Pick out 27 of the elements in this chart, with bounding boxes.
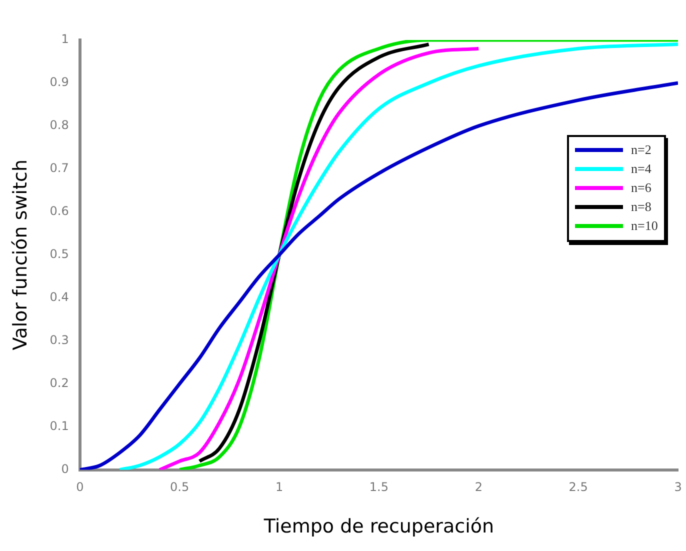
line-series — [198, 42, 431, 463]
x-tick-label: 1 — [275, 480, 284, 494]
x-tick-label: 0 — [76, 480, 84, 494]
y-tick-label: 0 — [61, 462, 69, 476]
line-series — [158, 46, 480, 470]
y-tick-label: 1 — [61, 32, 69, 46]
x-tick-label: 1.5 — [369, 480, 388, 494]
y-tick-label: 0.2 — [50, 376, 69, 390]
legend-label: n=8 — [631, 199, 652, 216]
y-tick-label: 0.7 — [50, 161, 69, 176]
legend-label: n=10 — [631, 218, 658, 234]
y-tick-label: 0.9 — [50, 75, 69, 90]
y-tick-label: 0.8 — [50, 118, 69, 132]
y-tick-label: 0.5 — [50, 247, 69, 262]
y-tick-label: 0.1 — [50, 418, 69, 433]
x-tick-label: 3 — [674, 480, 682, 494]
y-tick-label: 0.3 — [50, 332, 69, 347]
x-tick-label: 2.5 — [568, 480, 588, 494]
x-axis-title: Tiempo de recuperación — [262, 516, 494, 538]
y-tick-label: 0.6 — [50, 204, 69, 218]
legend-label: n=2 — [631, 142, 652, 158]
y-tick-label: 0.4 — [50, 290, 69, 304]
x-tick-label: 2 — [474, 480, 482, 494]
x-tick-label: 0.5 — [170, 480, 190, 494]
legend-label: n=4 — [631, 161, 652, 178]
legend-label: n=6 — [631, 180, 652, 196]
y-axis-title: Valor función switch — [9, 160, 32, 350]
